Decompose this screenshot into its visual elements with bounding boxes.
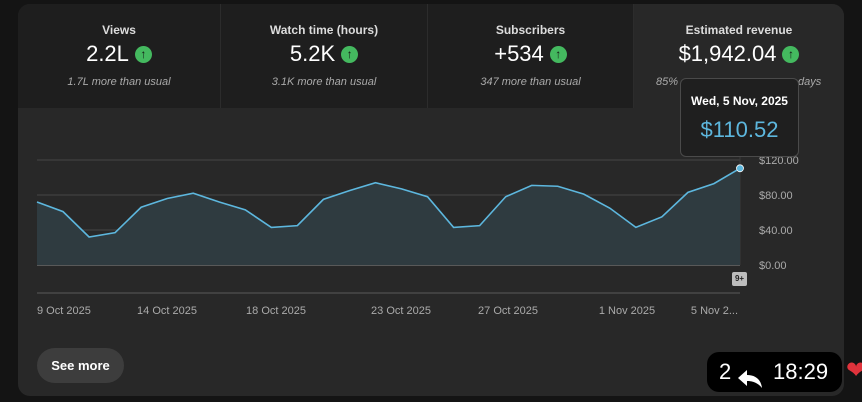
series-area [37,168,740,265]
x-tick-label: 23 Oct 2025 [371,305,431,317]
y-tick-label: $0.00 [759,260,787,272]
metric-label: Estimated revenue [685,23,793,37]
metric-value: +534 ↑ [428,41,633,67]
metric-value: $1,942.04 ↑ [634,41,844,67]
arrow-up-icon: ↑ [549,46,567,63]
metric-value: 2.2L ↑ [18,41,220,67]
metric-label: Subscribers [495,23,566,37]
metric-value: 5.2K ↑ [221,41,427,67]
analytics-card: Views 2.2L ↑ 1.7L more than usual Watch t… [18,4,844,396]
annotations-badge[interactable]: 9+ [732,272,747,286]
reply-count: 2 [719,359,732,384]
tooltip-value: $110.52 [700,117,779,142]
arrow-up-icon: ↑ [341,46,359,63]
metric-note: 3.1K more than usual [271,76,377,88]
chart-tooltip: Wed, 5 Nov, 2025 $110.52 [680,78,799,157]
arrow-up-icon: ↑ [782,46,800,63]
metrics-row: Views 2.2L ↑ 1.7L more than usual Watch t… [18,4,844,108]
x-tick-label: 9 Oct 2025 [37,305,91,317]
tooltip-date: Wed, 5 Nov, 2025 [691,94,788,108]
arrow-up-icon: ↑ [134,46,152,63]
metric-label: Watch time (hours) [269,23,379,37]
y-tick-label: $120.00 [759,155,799,167]
see-more-button[interactable]: See more [37,348,124,383]
metric-views[interactable]: Views 2.2L ↑ 1.7L more than usual [18,4,221,108]
highlight-point [736,164,744,173]
revenue-chart[interactable]: $0.00 $40.00 $80.00 $120.00 9 Oct 2025 14 Oct… [18,4,844,396]
metric-watch-time[interactable]: Watch time (hours) 5.2K ↑ 3.1K more than … [221,4,428,108]
x-tick-label: 18 Oct 2025 [246,305,306,317]
x-tick-label: 27 Oct 2025 [478,305,538,317]
series-line [36,167,741,238]
heart-icon[interactable]: ❤ [846,357,862,384]
y-tick-label: $40.00 [759,225,793,237]
metric-label: Views [102,23,136,37]
y-tick-label: $80.00 [759,190,793,202]
x-tick-label: 14 Oct 2025 [137,305,197,317]
message-time: 18:29 [773,359,829,384]
x-tick-label: 5 Nov 2... [691,305,738,317]
metric-note: 347 more than usual [480,76,581,88]
metric-subscribers[interactable]: Subscribers +534 ↑ 347 more than usual [428,4,634,108]
metric-note: 1.7L more than usual [67,76,171,88]
reply-icon[interactable] [737,362,763,402]
message-meta: 2 18:29 [707,352,842,392]
x-tick-label: 1 Nov 2025 [599,305,655,317]
